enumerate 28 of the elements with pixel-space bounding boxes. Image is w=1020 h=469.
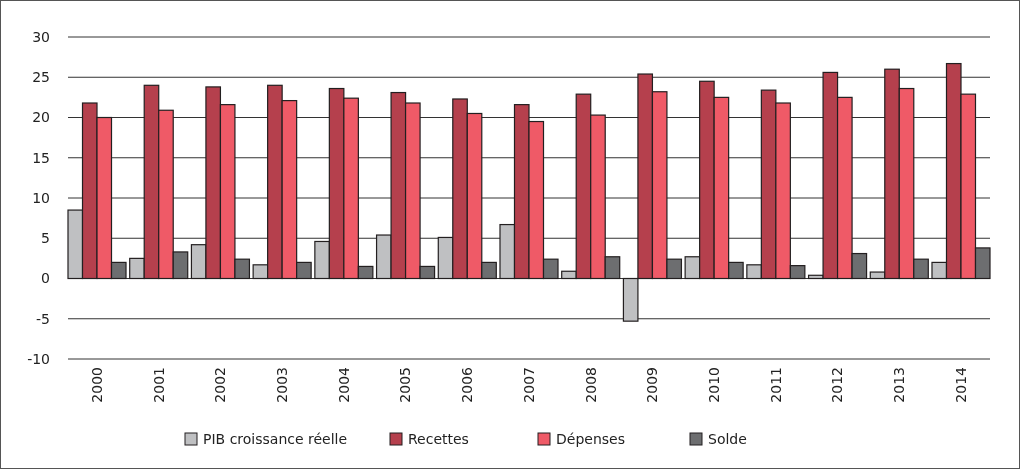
y-tick-label: -5 (36, 310, 50, 327)
x-tick-label: 2012 (829, 367, 846, 403)
legend-label: Recettes (408, 430, 469, 447)
x-tick-label: 2009 (644, 367, 661, 403)
x-tick-label: 2010 (706, 367, 723, 403)
y-tick-label: -10 (27, 350, 50, 367)
x-tick-label: 2005 (397, 367, 414, 403)
x-tick-label: 2000 (88, 367, 105, 403)
x-tick-label: 2011 (767, 367, 784, 403)
y-tick-label: 15 (32, 149, 50, 166)
x-tick-label: 2003 (274, 367, 291, 403)
y-tick-label: 0 (41, 270, 50, 287)
legend-label: Solde (708, 430, 747, 447)
x-tick-label: 2013 (891, 367, 908, 403)
y-tick-label: 25 (32, 69, 50, 86)
y-tick-label: 20 (32, 109, 50, 126)
x-tick-label: 2008 (582, 367, 599, 403)
x-tick-label: 2001 (150, 367, 167, 403)
x-tick-label: 2004 (335, 366, 352, 403)
legend-label: PIB croissance réelle (203, 430, 348, 447)
y-tick-label: 5 (41, 230, 50, 247)
x-tick-label: 2007 (520, 367, 537, 403)
legend-label: Dépenses (556, 430, 625, 447)
y-tick-label: 10 (32, 189, 50, 206)
x-tick-label: 2006 (459, 366, 476, 403)
x-tick-label: 2014 (952, 366, 969, 403)
x-tick-label: 2002 (212, 367, 229, 403)
y-tick-label: 30 (32, 28, 50, 45)
